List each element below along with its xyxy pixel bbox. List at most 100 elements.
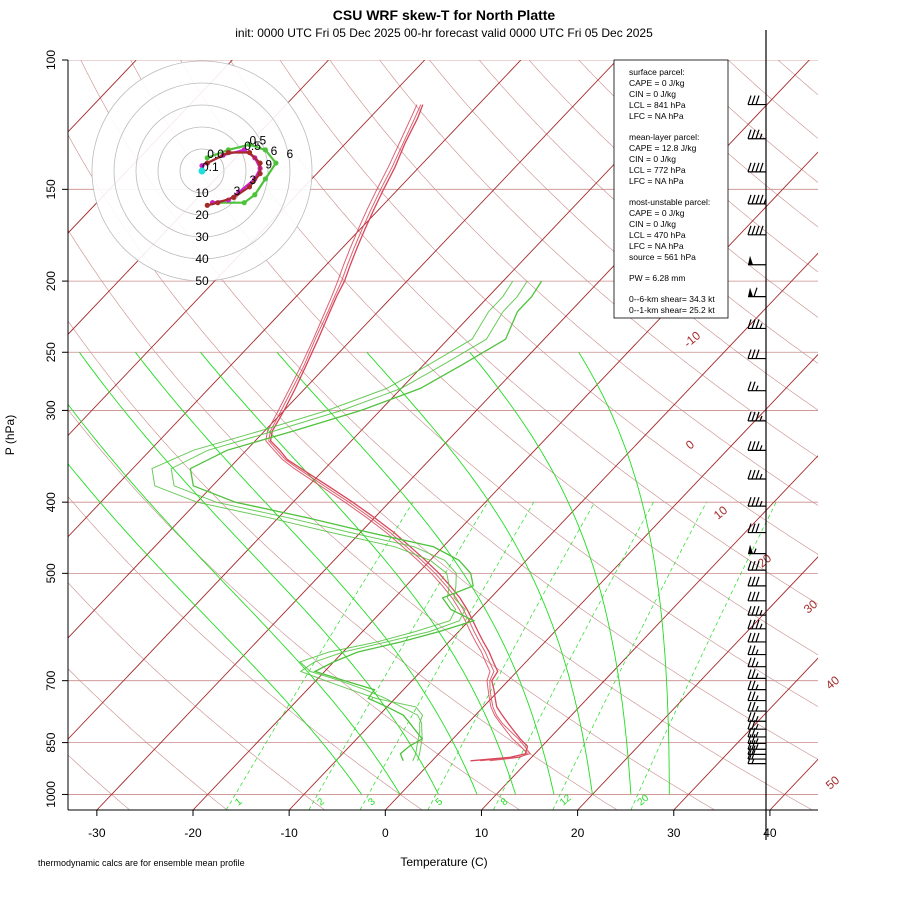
wind-barb-feather [747, 162, 752, 173]
dry-adiabat-line [68, 229, 715, 810]
dry-adiabat-line [229, 60, 818, 605]
wind-barb-feather [747, 441, 752, 451]
wind-barb-feather [747, 129, 752, 139]
moist-adiabat-line [276, 352, 555, 795]
wind-barb-feather [747, 734, 752, 744]
mixed-lcl: LCL = 772 hPa [629, 165, 686, 175]
hodograph-ring [113, 82, 291, 260]
wind-barb-feather [759, 162, 764, 173]
hodograph-point [246, 142, 253, 148]
wind-barb-feather [755, 194, 760, 205]
wind-barb-feather [747, 576, 752, 587]
isotherm-label: 10 [711, 503, 730, 523]
wind-barb [747, 496, 766, 507]
wind-barb [747, 129, 766, 140]
wind-barb-feather [755, 129, 760, 139]
wind-barb-half-feather [755, 695, 759, 701]
dewpoint-trace [170, 280, 528, 761]
wind-barb-feather [747, 523, 752, 533]
wind-barb-half-feather [755, 661, 759, 667]
wind-barb-feather [751, 560, 756, 571]
wind-barb-half-feather [755, 649, 759, 655]
wind-barb [748, 287, 766, 298]
wind-barb-feather [751, 712, 756, 722]
wind-barb-feather [747, 727, 752, 738]
isotherm-line [192, 151, 818, 810]
hodograph-ring [157, 126, 247, 216]
mixing-ratio-line [493, 502, 654, 810]
dry-adiabat-line [68, 668, 228, 810]
wind-barb-half-feather [753, 548, 757, 554]
y-tick-label: 300 [44, 400, 58, 420]
wind-barb-feather [751, 745, 756, 755]
isotherm-line [769, 758, 818, 810]
wind-barb [747, 523, 766, 534]
wind-barb-feather [747, 95, 752, 105]
wind-barb [747, 591, 766, 602]
wind-barb-feather [755, 560, 760, 571]
isotherm-line [68, 60, 522, 538]
wind-barb-feather [751, 576, 756, 587]
wind-barb-feather [755, 576, 760, 587]
dewpoint-trace [151, 280, 514, 761]
wind-barb-feather [751, 749, 756, 760]
shear-0-1km: 0--1-km shear= 25.2 kt [629, 305, 715, 315]
wind-barb-feather [755, 319, 760, 329]
hodograph-point [246, 149, 253, 156]
wind-barb-feather [759, 194, 764, 205]
wind-barb [747, 632, 766, 643]
dry-adiabat-line [68, 409, 520, 810]
dry-adiabat-line [478, 60, 818, 364]
x-tick-label: -30 [88, 826, 106, 840]
mu-lcl: LCL = 470 hPa [629, 230, 686, 240]
wind-barb [747, 740, 766, 750]
mu-source: source = 561 hPa [629, 252, 696, 262]
wind-barb [747, 319, 766, 330]
wind-barb-feather [755, 95, 760, 105]
hodograph-height-label: 9 [265, 157, 272, 171]
wind-barb-feather [755, 411, 760, 422]
wind-barb-feather [747, 469, 752, 480]
temperature-trace [269, 104, 529, 762]
hodograph-height-label: 0.5 [250, 134, 267, 148]
wind-barb-feather [759, 225, 764, 236]
wind-barb [747, 619, 766, 630]
mixing-ratio-line [427, 502, 595, 810]
wind-barb-feather [755, 619, 760, 630]
wind-barb [747, 669, 766, 679]
dry-adiabat-line [727, 60, 818, 139]
hodograph-point [262, 147, 268, 153]
wind-barb-feather [751, 381, 756, 391]
wind-barb-half-feather [759, 500, 763, 507]
hodograph-point [273, 160, 279, 166]
isotherm-line [68, 60, 714, 740]
wind-barb-feather [751, 349, 756, 359]
wind-barb-feather [751, 632, 756, 643]
wind-barb [747, 411, 766, 422]
x-tick-label: 40 [763, 826, 777, 840]
hodograph-ring-label: 20 [195, 208, 209, 222]
hodograph-point [262, 176, 268, 182]
isotherm-line [288, 252, 818, 810]
surface-lcl: LCL = 841 hPa [629, 100, 686, 110]
wind-barb [747, 691, 766, 702]
wind-barb [747, 657, 766, 668]
hodograph-ring-label: 40 [195, 252, 209, 266]
storm-motion-marker [198, 167, 206, 175]
wind-barb [747, 469, 766, 480]
dry-adiabat-line [429, 60, 818, 411]
dewpoint-trace [189, 280, 543, 762]
wind-barb [747, 381, 766, 392]
wind-barb-feather [755, 496, 760, 507]
wind-barb-feather [747, 496, 752, 507]
wind-barb-half-feather [759, 133, 763, 139]
isotherm-label: -10 [681, 328, 704, 350]
surface-cin: CIN = 0 J/kg [629, 89, 676, 99]
hodograph-point [257, 160, 263, 166]
wind-barb-feather [747, 701, 752, 712]
wind-barb-feather [751, 591, 756, 602]
isotherm-line [384, 353, 818, 810]
wind-barb-feather [747, 645, 752, 655]
